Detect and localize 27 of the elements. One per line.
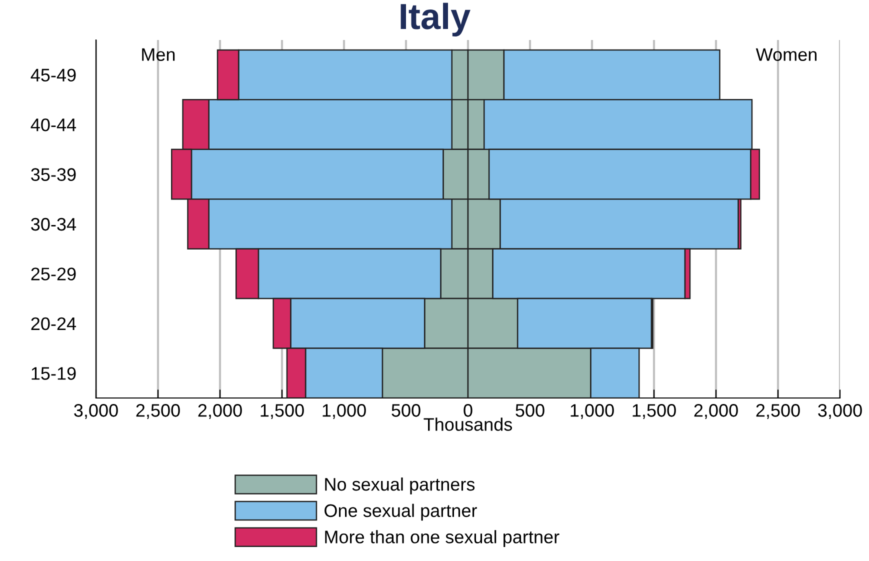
chart-title: Italy (400, 2, 470, 36)
legend-label: One sexual partner (324, 504, 477, 521)
legend-label: More than one sexual partner (325, 530, 560, 547)
x-tick-label: 2,500 (756, 404, 800, 419)
y-tick-label: 45-49 (30, 68, 76, 82)
x-tick-label: 1,000 (322, 404, 366, 419)
x-tick-label: 2,000 (694, 404, 738, 419)
x-tick-label: 500 (392, 404, 420, 417)
x-tick-label: 2,500 (136, 404, 180, 419)
y-tick-label: 20-24 (31, 317, 76, 330)
y-tick-label: 30-34 (31, 218, 76, 231)
y-tick-label: 25-29 (31, 268, 76, 280)
x-tick-label: 1,000 (570, 404, 614, 419)
x-tick-label: 500 (516, 404, 544, 417)
x-tick-label: 2,000 (198, 404, 242, 419)
x-tick-label: 3,000 (74, 404, 118, 419)
x-axis-title: Thousands (424, 418, 512, 431)
annotation: Men (142, 48, 175, 61)
legend-label: No sexual partners (325, 477, 475, 494)
x-tick-label: 3,000 (818, 404, 862, 419)
y-tick-label: 40-44 (30, 118, 76, 132)
x-tick-label: 1,500 (260, 404, 304, 419)
y-tick-label: 35-39 (31, 168, 76, 181)
x-tick-label: 0 (464, 404, 472, 417)
x-tick-label: 1,500 (632, 404, 676, 419)
annotation: Women (756, 48, 817, 61)
y-tick-label: 15-19 (32, 367, 76, 380)
